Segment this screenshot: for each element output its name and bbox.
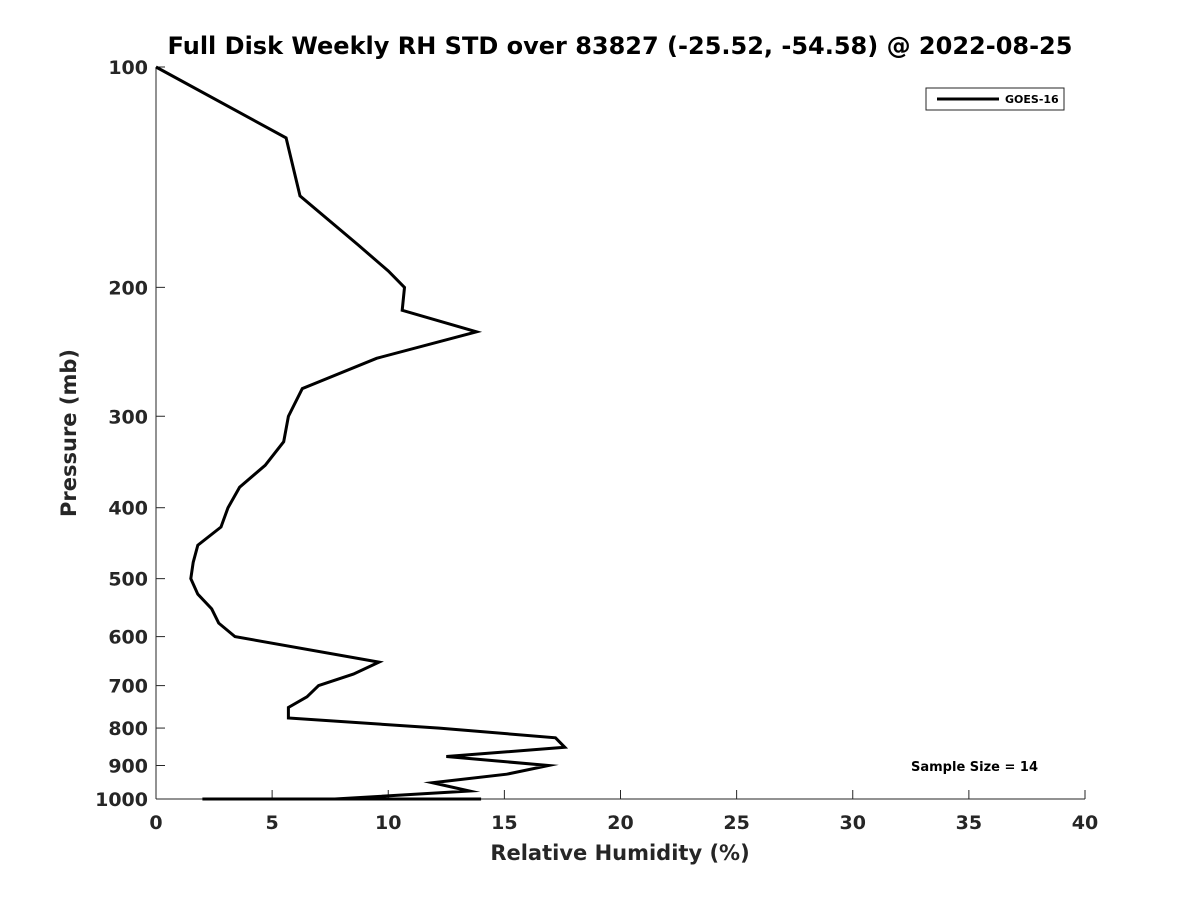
plot-area: 0 5 10 15 20 25 30 35 40 100 200 300 400 500 600 700 80… [95,57,1098,834]
x-tick-label: 0 [149,812,162,834]
x-axis-label: Relative Humidity (%) [490,841,749,865]
chart-title: Full Disk Weekly RH STD over 83827 (-25.… [168,32,1073,60]
x-tick-label: 10 [375,812,401,834]
x-tick-label: 30 [840,812,866,834]
y-tick-label: 600 [108,627,148,649]
x-tick-label: 5 [266,812,279,834]
plot-frame [156,67,1085,799]
x-tick-label: 35 [956,812,982,834]
y-ticks: 100 200 300 400 500 600 700 800 900 1000 [95,57,165,811]
sample-size-annotation: Sample Size = 14 [911,760,1038,775]
y-tick-label: 900 [108,756,148,778]
legend-label-goes-16: GOES-16 [1005,93,1059,106]
x-tick-label: 20 [607,812,633,834]
x-tick-label: 25 [723,812,749,834]
x-tick-label: 40 [1072,812,1098,834]
y-tick-label: 700 [108,676,148,698]
series-layer [155,65,569,801]
y-axis-label: Pressure (mb) [57,349,81,517]
series-line-goes-16 [155,65,569,801]
y-tick-label: 1000 [95,789,148,811]
y-tick-label: 100 [108,57,148,79]
y-tick-label: 400 [108,498,148,520]
x-ticks: 0 5 10 15 20 25 30 35 40 [149,790,1098,834]
y-tick-label: 500 [108,569,148,591]
y-tick-label: 800 [108,718,148,740]
legend: GOES-16 [925,87,1065,111]
y-tick-label: 300 [108,406,148,428]
x-tick-label: 15 [491,812,517,834]
y-tick-label: 200 [108,277,148,299]
